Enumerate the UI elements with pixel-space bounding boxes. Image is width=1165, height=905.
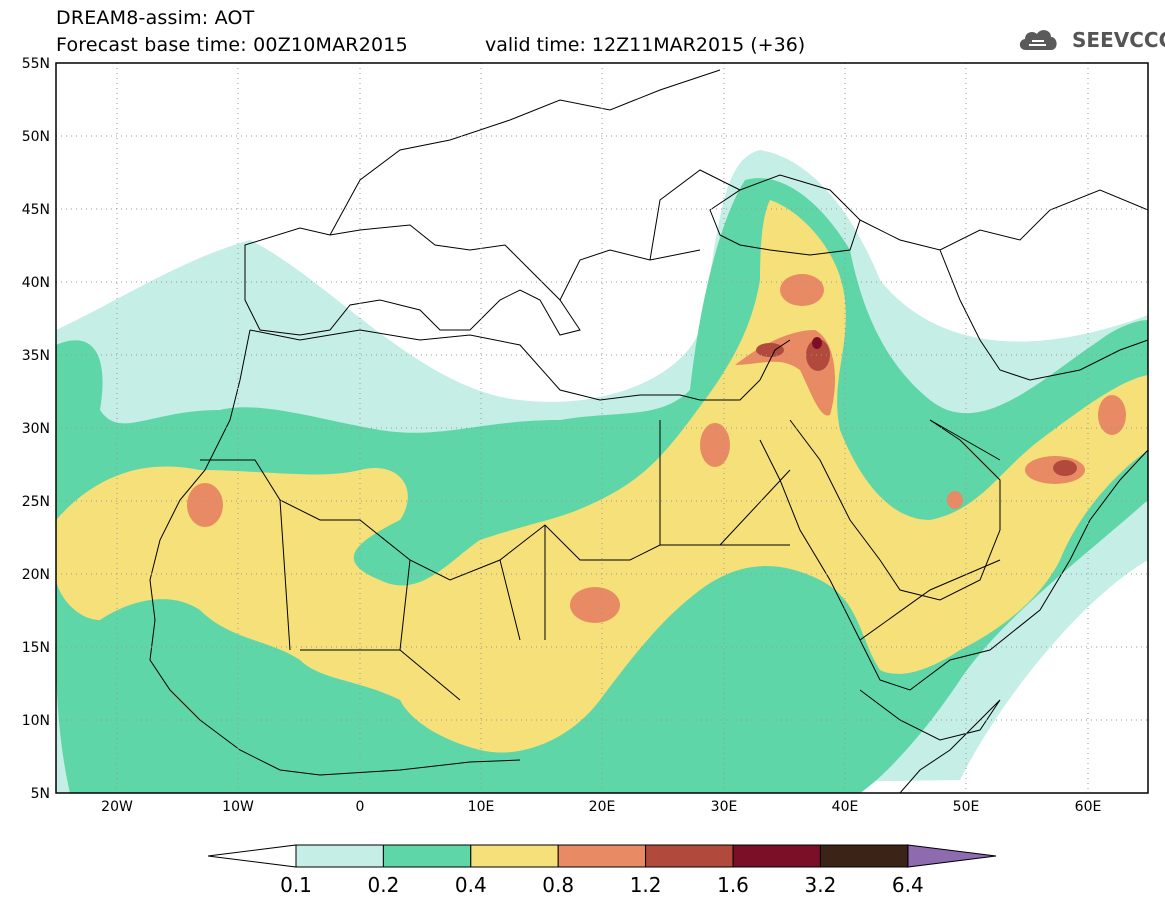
colorbar-segment — [819, 844, 909, 868]
lat-label: 15N — [22, 640, 50, 656]
lat-label: 30N — [22, 421, 50, 437]
lat-label: 50N — [22, 129, 50, 145]
graticule — [56, 63, 1148, 793]
lon-label: 20W — [101, 799, 133, 815]
colorbar-segment — [295, 844, 384, 868]
lat-label: 40N — [22, 275, 50, 291]
colorbar-label: 3.2 — [804, 873, 836, 897]
lon-label: 60E — [1075, 799, 1102, 815]
seevccc-logo-text: SEEVCCC — [1072, 28, 1165, 52]
colorbar-label: 0.4 — [455, 873, 487, 897]
aot-shading — [56, 150, 1148, 793]
colorbar-segment — [557, 844, 647, 868]
colorbar-over-arrow — [907, 844, 997, 868]
colorbar: 0.1 0.2 0.4 0.8 1.2 1.6 3.2 6.4 — [207, 844, 997, 897]
colorbar-label: 1.6 — [717, 873, 749, 897]
colorbar-label: 1.2 — [630, 873, 662, 897]
colorbar-segment — [382, 844, 472, 868]
lon-label: 50E — [953, 799, 980, 815]
lat-label: 35N — [22, 348, 50, 364]
lat-label: 20N — [22, 567, 50, 583]
lon-label: 30E — [711, 799, 738, 815]
latitude-labels: 55N 50N 45N 40N 35N 30N 25N 20N 15N 10N … — [22, 56, 50, 802]
colorbar-label: 6.4 — [892, 873, 924, 897]
colorbar-segment — [470, 844, 559, 868]
coastline-outline — [149, 69, 1148, 793]
lon-label: 10E — [468, 799, 495, 815]
lat-label: 55N — [22, 56, 50, 72]
lon-label: 40E — [832, 799, 859, 815]
colorbar-under-arrow — [207, 844, 297, 868]
longitude-labels: 20W 10W 0 10E 20E 30E 40E 50E 60E — [101, 799, 1101, 815]
cloud-logo-icon — [1019, 30, 1057, 50]
lon-label: 10W — [222, 799, 254, 815]
lat-label: 25N — [22, 494, 50, 510]
colorbar-segment — [645, 844, 734, 868]
lon-label: 0 — [356, 799, 365, 815]
colorbar-label: 0.8 — [542, 873, 574, 897]
colorbar-label: 0.2 — [367, 873, 399, 897]
lat-label: 5N — [31, 786, 50, 802]
forecast-base-time: Forecast base time: 00Z10MAR2015 — [56, 34, 408, 56]
lon-label: 20E — [589, 799, 616, 815]
lat-label: 10N — [22, 713, 50, 729]
colorbar-segment — [732, 844, 821, 868]
colorbar-label: 0.1 — [280, 873, 312, 897]
valid-time: valid time: 12Z11MAR2015 (+36) — [485, 34, 806, 56]
map-title: DREAM8-assim: AOT — [56, 7, 255, 29]
lat-label: 45N — [22, 202, 50, 218]
map-frame — [55, 62, 1149, 794]
